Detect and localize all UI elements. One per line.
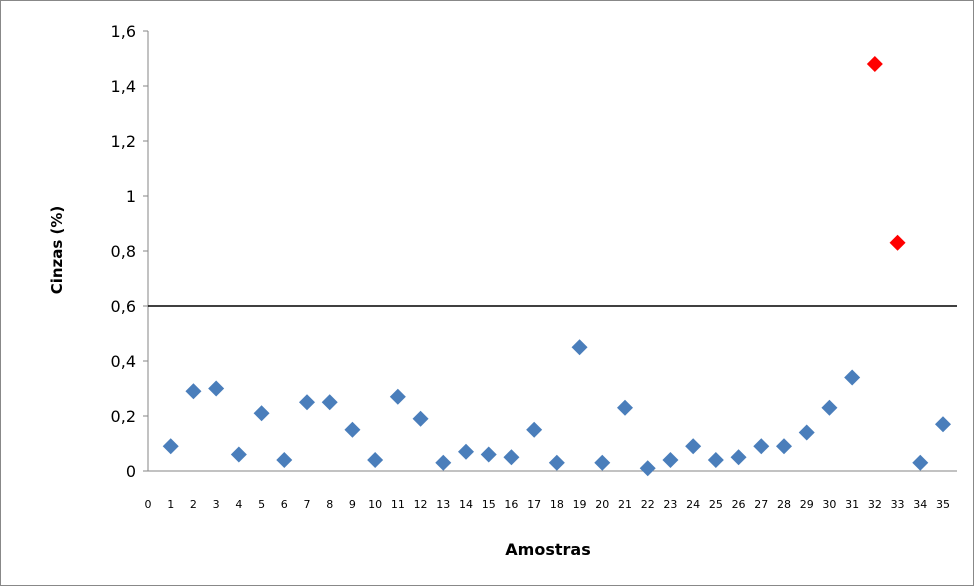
x-tick-label: 35 (936, 498, 950, 511)
x-tick-label: 10 (368, 498, 382, 511)
y-tick-label: 0,4 (111, 352, 136, 371)
data-point (162, 438, 179, 455)
x-tick-label: 23 (663, 498, 677, 511)
data-point (753, 438, 770, 455)
y-tick-label: 0,2 (111, 407, 136, 426)
data-point (276, 452, 293, 468)
data-point (526, 421, 543, 438)
y-tick-label: 0 (126, 462, 136, 481)
data-points (162, 56, 951, 477)
x-tick-label: 0 (145, 498, 152, 511)
data-point (844, 369, 861, 386)
y-tick-label: 1,4 (111, 77, 136, 96)
x-tick-label: 12 (414, 498, 428, 511)
data-point (389, 388, 406, 405)
x-tick-label: 18 (550, 498, 564, 511)
data-point (435, 454, 452, 471)
y-tick-label: 1,6 (111, 22, 136, 41)
data-point (662, 452, 679, 468)
x-tick-label: 7 (304, 498, 311, 511)
data-point (321, 394, 338, 411)
x-tick-label: 2 (190, 498, 197, 511)
x-tick-labels: 0 1 2 3 4 5 6 7 8 9 10 11 12 13 14 15 16 17 18 19 20 21 22 23 24… (145, 498, 951, 511)
x-tick-label: 13 (436, 498, 450, 511)
data-point (571, 339, 588, 356)
data-point (617, 399, 633, 416)
x-tick-label: 31 (845, 498, 859, 511)
data-point (367, 452, 384, 468)
x-tick-label: 3 (213, 498, 220, 511)
data-point (776, 438, 792, 455)
x-tick-label: 20 (595, 498, 609, 511)
data-point (548, 454, 565, 471)
data-point (798, 424, 815, 441)
x-tick-label: 14 (459, 498, 473, 511)
data-point (912, 454, 929, 471)
data-point (458, 443, 474, 460)
x-tick-label: 22 (641, 498, 655, 511)
x-tick-label: 17 (527, 498, 541, 511)
x-tick-label: 15 (482, 498, 496, 511)
x-tick-label: 21 (618, 498, 632, 511)
y-tick-labels: 0 0,2 0,4 0,6 0,8 1 1,2 1,4 1,6 (111, 22, 148, 481)
y-tick-label: 1,2 (111, 132, 136, 151)
x-tick-label: 19 (573, 498, 587, 511)
data-point (639, 460, 656, 477)
x-tick-label: 28 (777, 498, 791, 511)
x-tick-label: 16 (504, 498, 518, 511)
x-tick-label: 27 (754, 498, 768, 511)
x-tick-label: 1 (167, 498, 174, 511)
y-tick-label: 0,8 (111, 242, 136, 261)
x-tick-label: 11 (391, 498, 405, 511)
data-point (185, 383, 202, 400)
data-point (707, 452, 724, 468)
data-point (821, 399, 838, 416)
y-axis-label: Cinzas (%) (48, 206, 66, 295)
x-tick-label: 32 (868, 498, 882, 511)
data-point (253, 405, 270, 422)
x-axis-label: Amostras (505, 540, 590, 559)
data-point (230, 446, 247, 463)
x-tick-label: 30 (822, 498, 836, 511)
data-point (480, 446, 497, 463)
outlier-point (889, 234, 906, 251)
data-point (594, 454, 611, 471)
x-tick-label: 6 (281, 498, 288, 511)
data-point (935, 416, 951, 433)
outlier-point (866, 56, 883, 72)
y-tick-label: 1 (126, 187, 136, 206)
x-tick-label: 4 (235, 498, 242, 511)
x-tick-label: 29 (800, 498, 814, 511)
x-tick-label: 9 (349, 498, 356, 511)
data-point (685, 438, 702, 455)
x-tick-label: 25 (709, 498, 723, 511)
data-point (503, 449, 520, 466)
data-point (299, 394, 315, 411)
x-tick-label: 34 (913, 498, 927, 511)
data-point (208, 380, 225, 397)
x-tick-label: 33 (891, 498, 905, 511)
x-tick-label: 26 (732, 498, 746, 511)
y-tick-label: 0,6 (111, 297, 136, 316)
data-point (344, 421, 361, 438)
x-tick-label: 8 (326, 498, 333, 511)
x-tick-label: 5 (258, 498, 265, 511)
data-point (412, 410, 429, 427)
data-point (730, 449, 747, 466)
x-tick-label: 24 (686, 498, 700, 511)
